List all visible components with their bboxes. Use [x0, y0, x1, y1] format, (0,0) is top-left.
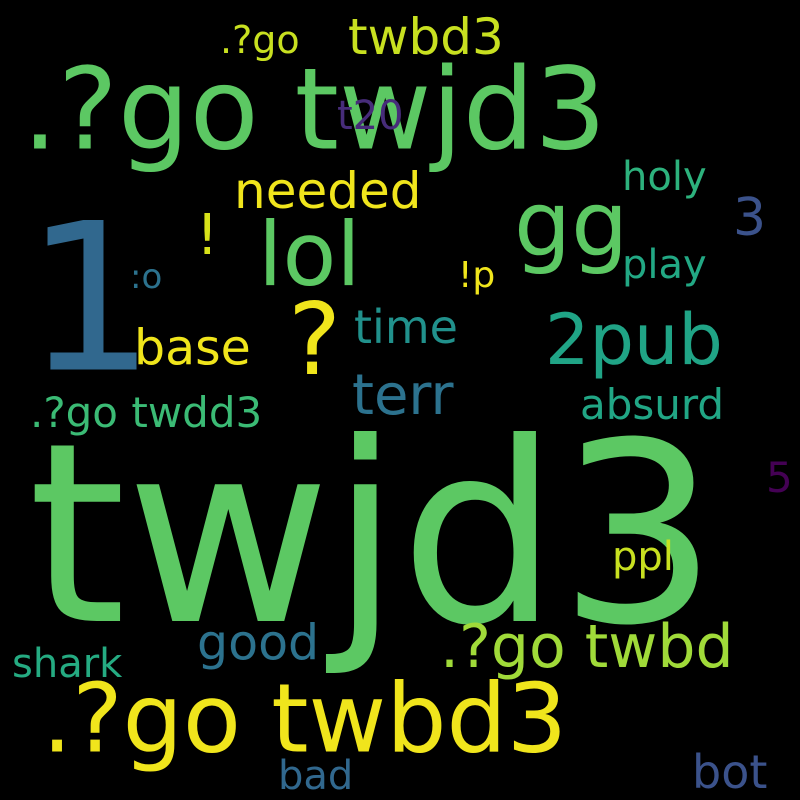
- word-go-twjd3: .?go twjd3: [22, 43, 607, 176]
- word-exclamation: !: [196, 203, 219, 268]
- word-gg: gg: [514, 172, 629, 277]
- word-terr: terr: [352, 363, 454, 428]
- word-ppl: ppl: [612, 534, 674, 580]
- word-go-twbd3-bottom: .?go twbd3: [42, 664, 568, 775]
- word-1: 1: [25, 180, 156, 419]
- word-go-small: .?go: [220, 18, 300, 62]
- word-colon-o: :o: [130, 257, 163, 297]
- word-time: time: [354, 300, 458, 354]
- word-shark: shark: [12, 641, 123, 687]
- word-needed: needed: [234, 162, 422, 220]
- word-absurd: absurd: [580, 380, 725, 429]
- word-t20: t20: [337, 93, 404, 139]
- word-lol: lol: [258, 203, 361, 306]
- word-base: base: [134, 319, 251, 377]
- word-2pub: 2pub: [545, 299, 723, 381]
- word-bot: bot: [692, 745, 768, 799]
- word-5: 5: [766, 453, 793, 502]
- word-good: good: [197, 614, 320, 672]
- word-holy: holy: [622, 154, 707, 200]
- word-play: play: [622, 242, 707, 288]
- word-3: 3: [733, 188, 767, 248]
- word-go-twdd3: .?go twdd3: [30, 388, 263, 437]
- word-go-twbd: .?go twbd: [440, 612, 734, 682]
- word-twjd3-large: twjd3: [28, 389, 718, 680]
- word-twbd3-top: twbd3: [348, 8, 504, 66]
- word-question-mark: ?: [288, 281, 342, 398]
- word-exclamation-p: !p: [458, 255, 496, 296]
- word-bad: bad: [278, 753, 354, 799]
